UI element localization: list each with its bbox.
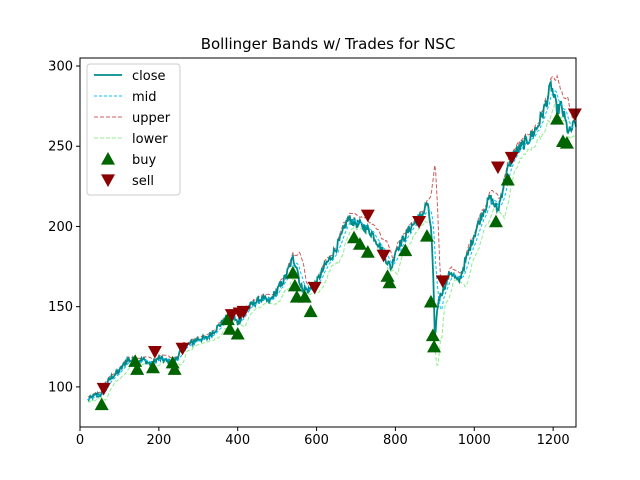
x-tick-label: 400 (225, 433, 250, 448)
buy-marker (303, 304, 318, 318)
x-tick-label: 1200 (537, 433, 570, 448)
sell-marker (360, 209, 375, 223)
sell-marker (435, 275, 450, 289)
x-tick-label: 600 (304, 433, 329, 448)
buy-marker (382, 275, 397, 289)
buy-marker (222, 322, 237, 335)
buy-marker (220, 312, 235, 326)
sell-marker (376, 249, 391, 263)
y-axis: 100 150 200 250 300 (48, 60, 80, 395)
sell-marker (490, 161, 505, 175)
buy-marker (287, 278, 302, 292)
y-tick-label: 150 (48, 300, 73, 315)
x-axis: 0 200 400 600 800 1000 1200 (76, 427, 570, 448)
legend-swatch-sell (101, 174, 115, 187)
buy-marker (419, 229, 434, 242)
buy-marker (347, 230, 362, 244)
sell-marker (96, 382, 111, 396)
sell-marker (147, 345, 162, 359)
y-tick-label: 300 (48, 60, 73, 75)
sell-marker (412, 216, 427, 229)
buy-marker (352, 237, 367, 250)
sell-marker (504, 151, 519, 165)
buy-marker (128, 354, 143, 367)
sell-marker (224, 309, 239, 322)
buy-marker (130, 362, 145, 375)
buy-marker (398, 243, 413, 257)
legend-label-sell: sell (132, 174, 154, 189)
x-tick-label: 200 (146, 433, 171, 448)
buy-marker (500, 172, 515, 186)
sell-marker (236, 305, 251, 319)
buy-marker (285, 265, 300, 279)
series-mid-line (87, 90, 577, 401)
legend-label-buy: buy (132, 153, 156, 168)
buy-marker (167, 362, 182, 375)
buy-marker (488, 214, 503, 228)
legend: close mid upper lower buy sell (86, 63, 181, 196)
buy-marker (230, 326, 245, 340)
buy-marker (145, 360, 160, 374)
buy-marker (297, 290, 312, 303)
legend-label-lower: lower (132, 132, 168, 147)
y-tick-label: 250 (48, 140, 73, 155)
buy-marker (425, 328, 440, 342)
legend-swatch-buy (101, 152, 115, 165)
buy-marker (94, 397, 109, 411)
sell-marker (175, 342, 190, 356)
x-tick-label: 1000 (458, 433, 491, 448)
x-tick-label: 0 (76, 433, 84, 448)
buy-marker (427, 339, 442, 353)
y-tick-label: 100 (48, 380, 73, 395)
series-upper-line (87, 73, 577, 398)
buy-marker (559, 136, 574, 149)
plot-frame (79, 57, 577, 428)
sell-marker (307, 281, 322, 295)
legend-label-close: close (132, 69, 165, 84)
buy-marker (550, 111, 565, 125)
buy-marker (360, 245, 375, 258)
legend-label-mid: mid (132, 90, 157, 105)
buy-marker (423, 294, 438, 308)
y-tick-label: 200 (48, 220, 73, 235)
marker-layer (94, 108, 582, 411)
chart-title: Bollinger Bands w/ Trades for NSC (201, 35, 456, 53)
sell-marker (567, 108, 582, 122)
legend-label-upper: upper (132, 111, 171, 126)
x-tick-label: 800 (383, 433, 408, 448)
